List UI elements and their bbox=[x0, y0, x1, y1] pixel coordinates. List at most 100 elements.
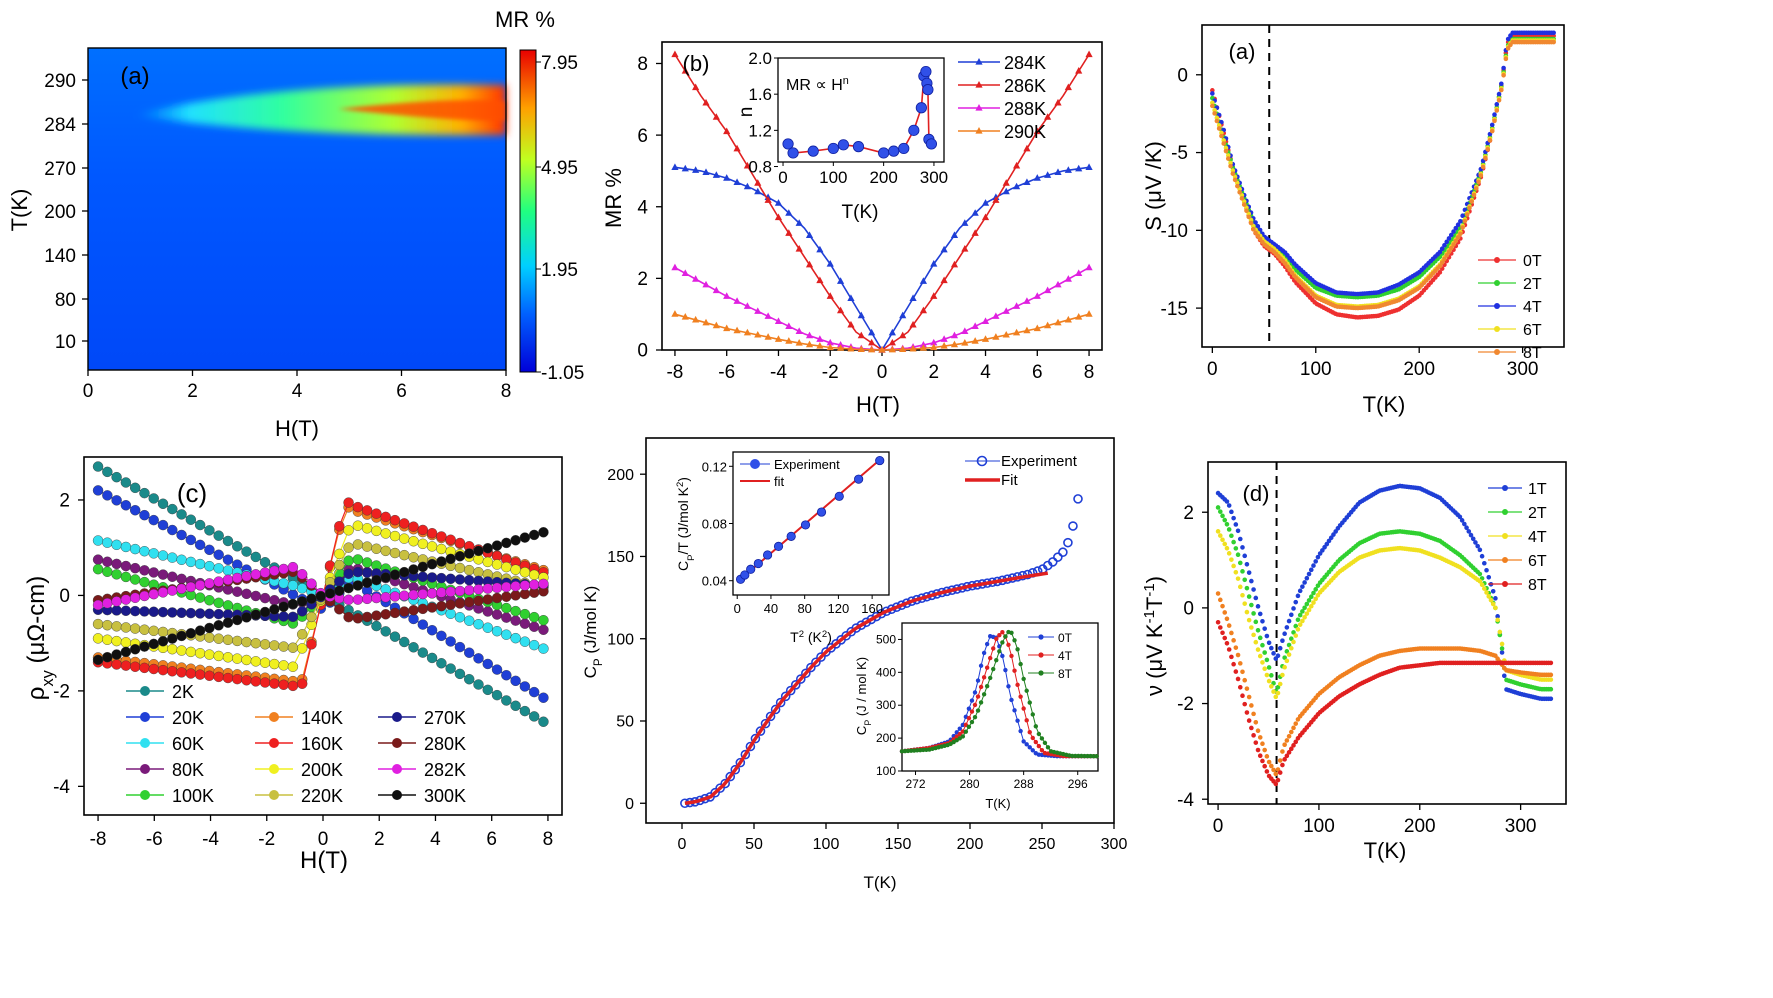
cp-inset-bottom-point bbox=[978, 663, 984, 668]
nernst-point bbox=[1264, 672, 1270, 678]
mr-series-marker bbox=[805, 331, 814, 339]
colorbar-tick-label: 4.95 bbox=[541, 158, 578, 179]
seebeck-legend-label: 8T bbox=[1523, 345, 1542, 362]
hall-series-point bbox=[213, 620, 224, 631]
hall-series-point bbox=[111, 569, 122, 580]
mr-series-marker bbox=[723, 174, 731, 181]
hall-series-point bbox=[361, 505, 373, 516]
mr-xtick-label: 0 bbox=[877, 362, 888, 383]
nernst-point bbox=[1273, 781, 1279, 787]
mr-ytick-label: 6 bbox=[637, 126, 648, 147]
hall-series-point bbox=[334, 576, 345, 587]
nernst-point bbox=[1462, 521, 1467, 527]
mr-series-marker bbox=[764, 333, 772, 340]
hall-series-point bbox=[148, 514, 159, 526]
hall-series-point bbox=[120, 646, 132, 658]
hall-series-point bbox=[399, 578, 410, 590]
cp-inset-top-y-axis-label-part: 2 bbox=[675, 482, 686, 487]
hall-series-point bbox=[473, 679, 484, 690]
hall-series-point bbox=[111, 471, 122, 483]
hall-series-point bbox=[408, 613, 419, 625]
mr-series-marker bbox=[1064, 315, 1072, 323]
hall-series-point bbox=[232, 653, 243, 664]
seebeck-point bbox=[1455, 235, 1461, 240]
nernst-point bbox=[1297, 588, 1303, 594]
hall-series-point bbox=[352, 566, 364, 578]
hall-series-point bbox=[157, 636, 169, 647]
cp-inset-bottom-point bbox=[1000, 630, 1005, 635]
mr-series-marker bbox=[981, 317, 990, 324]
mr-series-marker bbox=[754, 187, 762, 195]
mr-series-marker bbox=[981, 335, 990, 342]
cp-inset-bottom-point bbox=[984, 683, 990, 689]
mr-series-marker bbox=[785, 229, 793, 236]
hall-series-point bbox=[102, 490, 113, 501]
nernst-point bbox=[1262, 626, 1267, 631]
hall-series-point bbox=[510, 605, 521, 617]
mr-x-axis-label: H(T) bbox=[856, 392, 900, 417]
mr-series-marker bbox=[743, 161, 752, 169]
hall-series-point bbox=[426, 572, 438, 583]
nernst-point bbox=[1459, 518, 1465, 523]
seebeck-point bbox=[1453, 225, 1459, 231]
hall-series-point bbox=[250, 551, 261, 563]
hall-series-point bbox=[129, 562, 141, 574]
cp-experiment-point bbox=[775, 697, 786, 708]
hall-series-point bbox=[417, 571, 429, 582]
hall-series-point bbox=[501, 629, 512, 640]
hall-legend-label: 20K bbox=[172, 708, 204, 728]
seebeck-point bbox=[1458, 231, 1463, 237]
hall-series-point bbox=[445, 534, 456, 545]
hall-series-point bbox=[464, 673, 475, 685]
mr-series-marker bbox=[1044, 321, 1052, 329]
hall-series-point bbox=[287, 661, 299, 672]
cp-inset-bottom-point bbox=[1024, 688, 1029, 693]
hall-series-point bbox=[491, 664, 503, 675]
nernst-point bbox=[1288, 729, 1294, 735]
seebeck-y-axis-label: S (μV /K) bbox=[1141, 141, 1166, 231]
hall-series-point bbox=[241, 588, 252, 600]
cp-inset-bottom-point bbox=[966, 716, 972, 721]
nernst-point bbox=[1328, 535, 1334, 541]
mr-series-marker bbox=[940, 342, 948, 349]
nernst-point bbox=[1215, 529, 1221, 534]
seebeck-point bbox=[1221, 141, 1227, 146]
cp-inset-bottom-point bbox=[1088, 753, 1093, 759]
mr-series-marker bbox=[981, 199, 990, 206]
nernst-point bbox=[1226, 503, 1232, 508]
nernst-point bbox=[1306, 571, 1312, 577]
hall-series-point bbox=[380, 609, 391, 620]
hall-series-point bbox=[426, 588, 438, 599]
nernst-point bbox=[1304, 611, 1310, 616]
hall-series-point bbox=[176, 509, 187, 520]
mr-xtick-label: -6 bbox=[718, 362, 735, 383]
hall-series-point bbox=[501, 612, 512, 623]
mr-inset-x-axis-label: T(K) bbox=[842, 202, 879, 223]
cp-inset-top-point bbox=[740, 570, 750, 580]
hall-series-point bbox=[102, 566, 113, 577]
nernst-point bbox=[1333, 529, 1338, 534]
mr-xtick-label: 6 bbox=[1032, 362, 1043, 383]
mr-inset-ytick-label: 1.2 bbox=[748, 121, 772, 140]
cp-inset-bottom-point bbox=[960, 734, 966, 739]
hall-xtick-label: -2 bbox=[258, 829, 275, 850]
nernst-point bbox=[1288, 645, 1294, 651]
hall-series-point bbox=[334, 521, 345, 532]
cp-inset-bottom-point bbox=[972, 702, 978, 708]
cp-xtick-label: 250 bbox=[1029, 836, 1056, 853]
mr-series-marker bbox=[857, 345, 865, 353]
mr-series-marker bbox=[785, 337, 793, 344]
cp-legend-marker bbox=[976, 455, 988, 467]
nernst-point bbox=[1260, 660, 1265, 665]
mr-series-marker bbox=[847, 320, 855, 328]
mr-series-marker bbox=[961, 327, 969, 334]
nernst-point bbox=[1244, 585, 1250, 591]
mr-series-marker bbox=[857, 331, 865, 339]
hall-series-point bbox=[538, 692, 549, 703]
cp-inset-bottom-point bbox=[1000, 653, 1005, 659]
nernst-point bbox=[1218, 533, 1223, 538]
hall-panel: -8 -6 -4 -2 0 2 4 6 8 2 0 -2 -4 (c) H(T) ρxy (μΩ-cm) 2K 2… bbox=[23, 456, 563, 874]
mr-series-marker bbox=[868, 338, 876, 346]
mr-ytick-label: 0 bbox=[637, 341, 648, 362]
hall-series-point bbox=[454, 537, 466, 549]
